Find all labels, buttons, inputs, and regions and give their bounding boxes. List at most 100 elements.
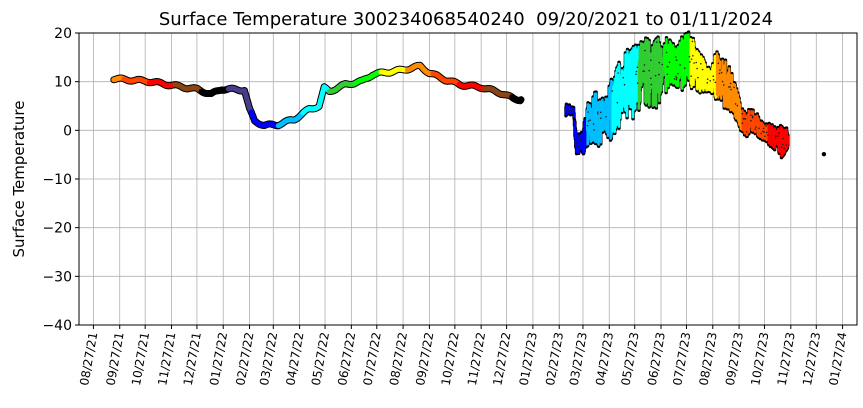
data-point-outline [765, 125, 768, 127]
data-point-outline [665, 51, 668, 54]
data-point [821, 151, 827, 157]
data-point-outline [570, 108, 572, 111]
data-point-outline [668, 61, 671, 64]
data-point-outline [730, 88, 732, 91]
data-point-outline [734, 103, 737, 105]
data-point-outline [642, 70, 644, 73]
x-tick-label: 05/27/22 [309, 331, 332, 387]
data-point-outline [635, 70, 638, 73]
data-point-outline [658, 73, 660, 76]
x-tick-label: 01/27/22 [207, 331, 230, 387]
data-point-outline [578, 135, 580, 138]
data-point-outline [783, 147, 785, 150]
data-point-outline [693, 62, 695, 64]
data-point-outline [587, 111, 589, 113]
data-point-outline [750, 114, 752, 117]
data-point-outline [719, 69, 721, 71]
data-point-outline [736, 104, 739, 107]
data-point-outline [577, 145, 580, 148]
data-point-outline [675, 78, 678, 81]
data-point-outline [754, 128, 756, 130]
data-point-outline [774, 135, 777, 137]
data-point-outline [580, 137, 583, 140]
chart-title: Surface Temperature 300234068540240 09/2… [159, 9, 773, 30]
x-tick-label: 11/27/22 [465, 331, 488, 387]
data-point-outline [751, 115, 754, 118]
data-point-outline [690, 58, 693, 60]
x-tick-label: 06/27/22 [335, 331, 358, 387]
data-point-outline [565, 110, 567, 113]
data-point-outline [722, 84, 725, 86]
x-tick-label: 04/27/23 [593, 331, 616, 387]
data-point-outline [689, 61, 691, 63]
data-point-outline [636, 82, 639, 84]
data-point-outline [741, 122, 744, 125]
data-point-outline [611, 90, 614, 92]
data-point-outline [696, 67, 698, 70]
data-point-outline [709, 79, 712, 82]
data-point-outline [729, 82, 732, 85]
x-tick-label: 07/27/23 [670, 331, 693, 387]
data-point-outline [666, 65, 669, 68]
data-point-outline [575, 144, 578, 147]
data-point-outline [692, 54, 694, 57]
data-point-outline [721, 80, 724, 83]
data-point-outline [635, 73, 637, 76]
data-point-outline [599, 111, 602, 114]
data-point-outline [767, 134, 769, 137]
data-point-outline [695, 61, 698, 64]
data-point-outline [654, 74, 657, 77]
data-point-outline [762, 127, 765, 130]
y-tick-label: −20 [42, 221, 72, 237]
y-tick-label: 0 [63, 123, 72, 139]
x-tick-label: 03/27/23 [567, 331, 590, 387]
data-point-outline [675, 56, 677, 58]
x-tick-label: 01/27/24 [826, 331, 849, 387]
data-point-outline [605, 115, 607, 118]
data-point-outline [586, 124, 589, 127]
data-point-outline [733, 86, 735, 89]
data-point-outline [587, 120, 590, 122]
data-point-outline [717, 62, 720, 65]
data-point-outline [648, 69, 650, 72]
data-point-outline [781, 143, 784, 146]
data-point-outline [760, 132, 762, 135]
data-point-outline [714, 81, 717, 84]
data-point-outline [718, 72, 721, 75]
data-point-outline [765, 131, 768, 134]
x-tick-label: 10/27/21 [129, 331, 152, 387]
data-point-outline [683, 67, 686, 69]
data-point-outline [574, 141, 577, 144]
x-tick-label: 02/27/22 [233, 331, 256, 387]
data-point-outline [677, 72, 679, 75]
x-tick-label: 01/27/23 [517, 331, 540, 387]
data-point-outline [701, 68, 704, 71]
x-tick-label: 08/27/21 [77, 331, 100, 387]
x-tick-label: 03/27/22 [257, 331, 280, 387]
y-tick-label: 20 [54, 26, 72, 42]
data-point-outline [742, 117, 745, 120]
data-point-outline [706, 78, 709, 80]
data-point-outline [762, 130, 764, 133]
data-point-outline [706, 82, 709, 84]
data-point-outline [650, 59, 652, 62]
data-point-outline [780, 146, 783, 149]
data-point-outline [675, 77, 678, 79]
y-tick-label: −30 [42, 269, 72, 285]
data-point-outline [755, 126, 757, 128]
data-point-outline [690, 75, 692, 78]
data-point-outline [778, 132, 780, 134]
data-point-outline [650, 77, 652, 80]
data-point-outline [636, 66, 639, 69]
data-point-outline [616, 101, 619, 104]
grid-lines [79, 32, 857, 326]
x-tick-label: 11/27/23 [775, 331, 798, 387]
data-point-outline [782, 137, 784, 140]
y-tick-label: −10 [42, 172, 72, 188]
data-point-outline [700, 62, 702, 65]
data-point-outline [593, 129, 595, 131]
data-point-outline [643, 64, 646, 66]
data-point-outline [758, 127, 760, 130]
data-point-outline [675, 75, 677, 78]
